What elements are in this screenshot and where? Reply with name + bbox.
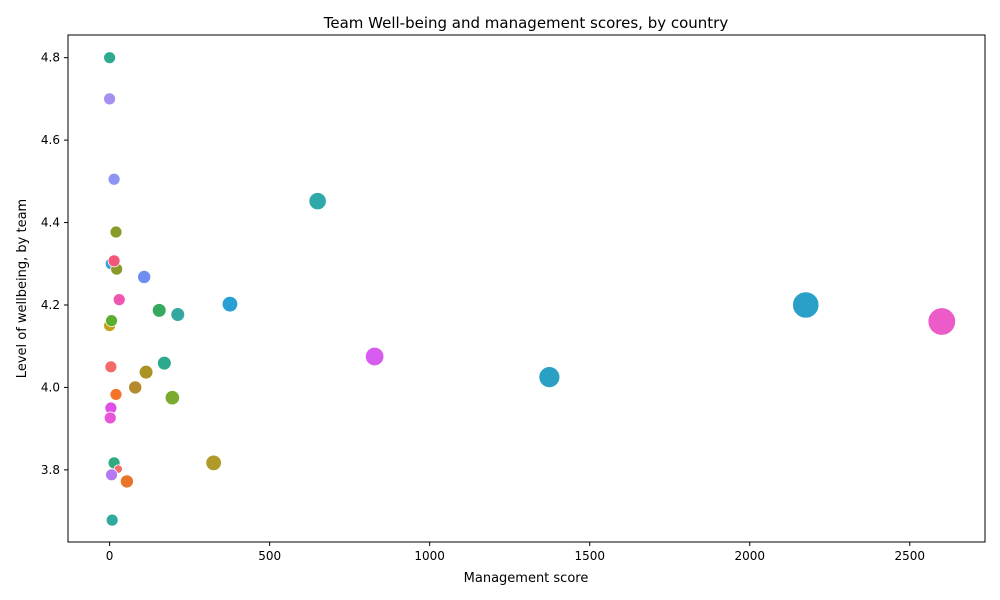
scatter-point xyxy=(221,295,239,313)
plot-frame xyxy=(67,34,986,543)
x-tick-label: 500 xyxy=(258,549,281,563)
scatter-point xyxy=(792,291,820,319)
scatter-point xyxy=(538,366,561,389)
scatter-point xyxy=(205,454,222,472)
scatter-point xyxy=(308,192,327,211)
scatter-point xyxy=(105,513,119,527)
y-tick-label: 4.0 xyxy=(41,380,60,394)
scatter-point xyxy=(105,314,118,328)
x-tick-label: 1500 xyxy=(574,549,605,563)
x-tick-label: 0 xyxy=(106,549,114,563)
y-tick-label: 4.2 xyxy=(41,298,60,312)
scatter-point xyxy=(112,293,126,307)
y-tick-label: 4.6 xyxy=(41,133,60,147)
scatter-point xyxy=(107,172,121,186)
scatter-point xyxy=(107,254,121,268)
y-tick-label: 4.8 xyxy=(41,51,60,65)
scatter-point xyxy=(104,360,118,374)
scatter-point xyxy=(103,411,117,425)
plot-points xyxy=(103,51,956,527)
scatter-point xyxy=(138,364,154,380)
scatter-point xyxy=(109,388,123,401)
scatter-point xyxy=(128,380,143,395)
x-tick-label: 2500 xyxy=(895,549,926,563)
chart-title: Team Well-being and management scores, b… xyxy=(323,14,729,32)
scatter-point xyxy=(170,307,186,322)
scatter-point xyxy=(364,346,385,367)
scatter-point xyxy=(927,307,956,336)
x-axis-label: Management score xyxy=(464,571,589,586)
y-tick-label: 4.4 xyxy=(41,216,60,230)
scatter-point xyxy=(137,269,152,284)
y-axis-label: Level of wellbeing, by team xyxy=(15,199,30,378)
x-tick-label: 1000 xyxy=(414,549,445,563)
scatter-point xyxy=(109,225,123,239)
scatter-point xyxy=(105,468,118,482)
x-axis: 0 500 1000 1500 2000 2500 xyxy=(106,542,925,563)
scatter-point xyxy=(151,303,167,318)
scatter-point xyxy=(164,390,180,406)
y-tick-label: 3.8 xyxy=(41,463,60,477)
scatter-point xyxy=(157,355,172,371)
scatter-point xyxy=(103,51,117,65)
x-tick-label: 2000 xyxy=(734,549,765,563)
scatter-point xyxy=(103,92,117,106)
scatter-point xyxy=(119,474,134,489)
y-axis: 3.8 4.0 4.2 4.4 4.6 4.8 xyxy=(41,51,68,477)
